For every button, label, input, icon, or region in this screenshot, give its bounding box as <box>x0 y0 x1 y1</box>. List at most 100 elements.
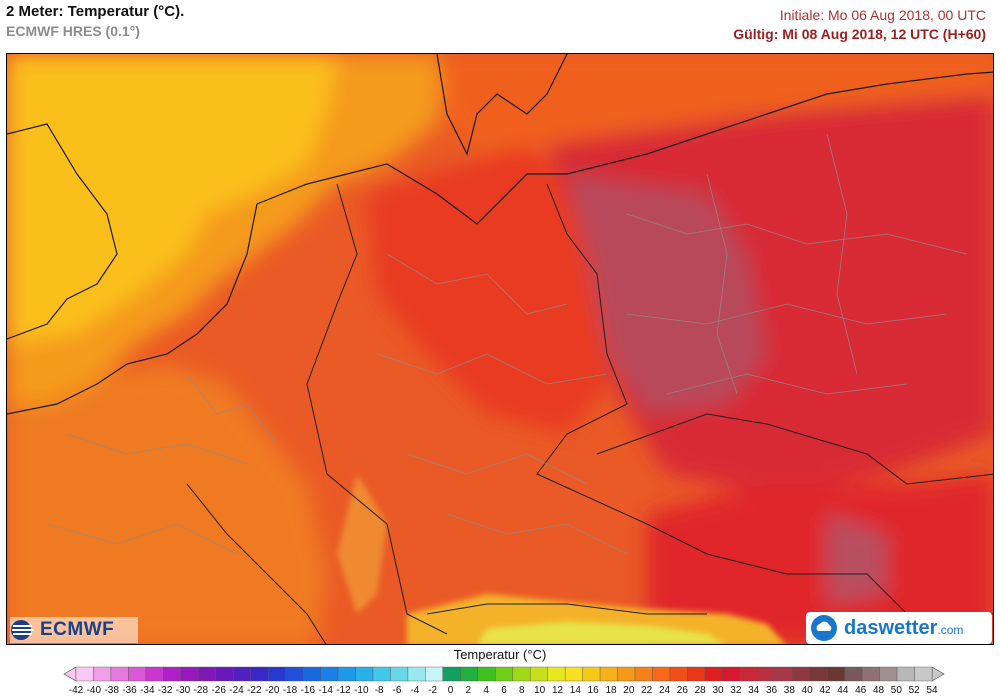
colorbar-tick-label: -22 <box>247 685 262 696</box>
colorbar-tick-label: 26 <box>676 685 688 696</box>
legend-title: Temperatur (°C) <box>453 647 547 662</box>
ecmwf-logo: ECMWF <box>10 617 138 643</box>
colorbar-tick-label: -18 <box>282 685 298 696</box>
border-france <box>186 483 327 644</box>
colorbar-cell <box>634 666 653 682</box>
daswetter-logo-text: daswetter.com <box>844 617 963 640</box>
region-line <box>186 373 278 445</box>
colorbar-cell <box>547 666 566 682</box>
north-coast <box>256 71 993 225</box>
colorbar-cell <box>285 666 304 682</box>
model-subtitle: ECMWF HRES (0.1°) <box>6 23 140 39</box>
colorbar-tick-label: -10 <box>354 685 369 696</box>
colorbar-tick-label: -26 <box>211 685 226 696</box>
colorbar-cell <box>233 666 251 682</box>
daswetter-name: daswetter <box>844 616 938 639</box>
baltic-zone <box>437 54 993 154</box>
region-line <box>406 453 588 485</box>
map-title: 2 Meter: Temperatur (°C). <box>6 3 185 20</box>
colorbar-tick-label: 18 <box>605 685 617 696</box>
colorbar-tick-label: -42 <box>68 685 84 696</box>
colorbar-cell <box>302 666 321 682</box>
colorbar-tick-label: 38 <box>783 685 795 696</box>
colorbar-tick-label: 6 <box>501 685 507 696</box>
colorbar-cell <box>198 666 216 682</box>
region-line <box>666 373 908 395</box>
colorbar-cell <box>617 666 636 682</box>
colorbar-cell <box>879 666 898 682</box>
colorbar-tick-label: -24 <box>229 685 244 696</box>
colorbar-cell <box>599 666 618 682</box>
colorbar-tick-label: 50 <box>890 685 902 696</box>
colorbar-tick-label: 48 <box>872 685 885 696</box>
colorbar-tick-label: -4 <box>410 685 420 696</box>
colorbar-left-arrow <box>63 666 77 682</box>
colorbar-cell <box>896 666 915 682</box>
colorbar-cell <box>739 666 758 682</box>
colorbar-tick-label: 22 <box>641 685 653 696</box>
colorbar-tick-label: 46 <box>855 685 867 696</box>
colorbar-cell <box>774 666 793 682</box>
colorbar-cell <box>477 666 496 682</box>
colorbar-cell <box>564 666 583 682</box>
colorbar-cell <box>110 666 129 682</box>
colorbar-cell <box>861 666 880 682</box>
colorbar-tick-label: -36 <box>122 685 137 696</box>
colorbar-cell <box>75 666 94 682</box>
colorbar-cell <box>530 666 548 682</box>
colorbar-cell <box>687 666 706 682</box>
colorbar-cell <box>128 666 147 682</box>
border-west-germany <box>306 183 448 635</box>
colorbar-cell <box>582 666 601 682</box>
colorbar-tick-label: 32 <box>730 685 742 696</box>
colorbar-tick-label: 16 <box>587 685 599 696</box>
colorbar-tick-label: -20 <box>264 685 280 696</box>
colorbar-tick-label: 40 <box>801 685 813 696</box>
region-line <box>376 353 608 385</box>
region-line <box>626 303 948 325</box>
ecmwf-globe-icon <box>11 620 34 640</box>
daswetter-logo[interactable]: daswetter.com <box>806 612 992 644</box>
colorbar-cell <box>425 666 444 682</box>
colorbar-cell <box>93 666 112 682</box>
map-canvas <box>7 54 993 644</box>
temperature-colorbar <box>63 666 945 682</box>
colorbar-tick-label: 34 <box>748 685 760 696</box>
region-line <box>46 523 238 555</box>
border-czech <box>596 413 993 485</box>
region-line <box>386 253 568 315</box>
daswetter-cloud-icon <box>811 615 837 641</box>
coastal-warm-zone <box>7 54 447 404</box>
colorbar-cell <box>704 666 723 682</box>
lowlands-coast <box>7 203 258 415</box>
region-line <box>66 433 248 465</box>
colorbar-tick-label: -34 <box>140 685 155 696</box>
colorbar-cell <box>914 666 933 682</box>
denmark-coast <box>436 54 568 156</box>
colorbar-cell <box>442 666 461 682</box>
colorbar-cell <box>844 666 863 682</box>
colorbar-cell <box>460 666 478 682</box>
colorbar-tick-label: -16 <box>300 685 316 696</box>
border-east-germany <box>536 183 708 555</box>
colorbar-tick-label: 42 <box>819 685 831 696</box>
colorbar-cell <box>337 666 356 682</box>
colorbar-tick-label: 8 <box>519 685 525 696</box>
colorbar-cell <box>512 666 531 682</box>
region-borders <box>46 133 968 555</box>
colorbar-cell <box>792 666 810 682</box>
colorbar-tick-label: -2 <box>428 685 438 696</box>
colorbar-tick-label: -38 <box>104 685 119 696</box>
colorbar-tick-label: -28 <box>193 685 209 696</box>
region-line <box>826 133 858 375</box>
colorbar-cell <box>669 666 688 682</box>
colorbar-cell <box>372 666 391 682</box>
colorbar-tick-label: 14 <box>569 685 581 696</box>
colorbar-tick-label: -30 <box>175 685 191 696</box>
colorbar-cell <box>320 666 339 682</box>
colorbar-cell <box>145 666 164 682</box>
colorbar-tick-label: 30 <box>712 685 724 696</box>
colorbar-tick-label: -32 <box>157 685 173 696</box>
colorbar-tick-label: 4 <box>483 685 489 696</box>
temperature-map[interactable] <box>6 53 994 645</box>
